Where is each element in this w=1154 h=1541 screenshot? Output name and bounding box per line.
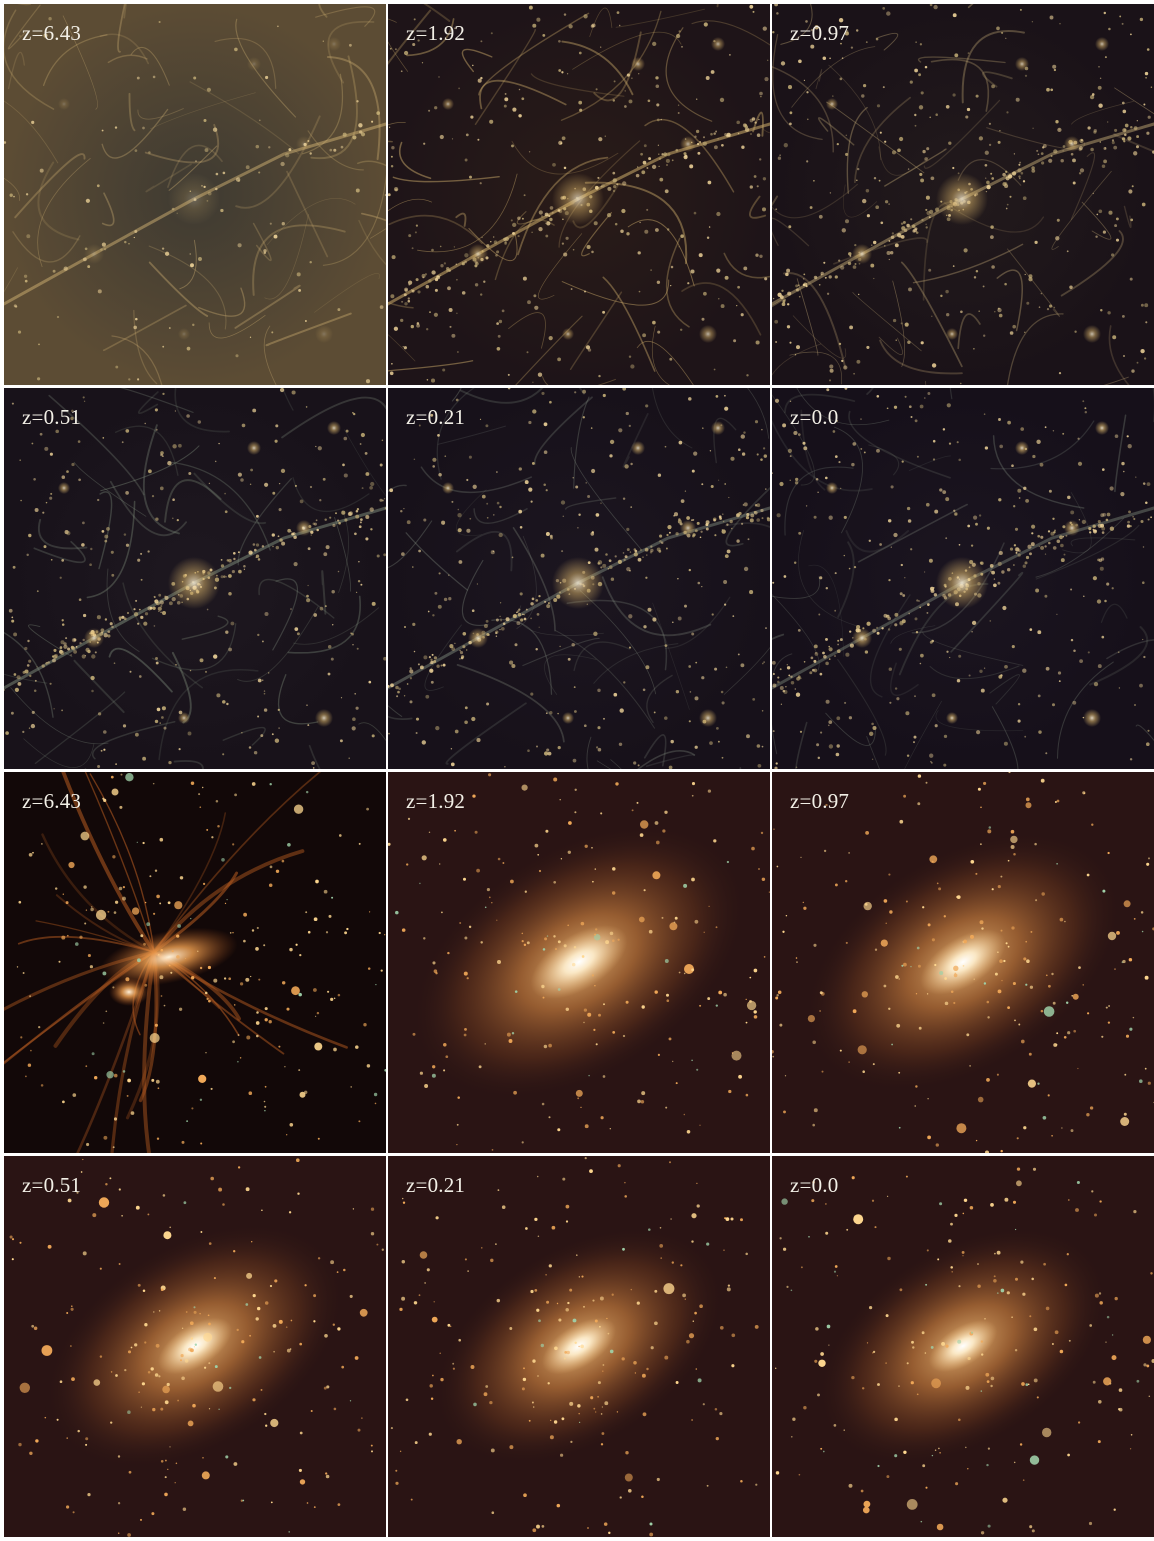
web-image-z6-43 [4,4,386,385]
redshift-label: z=1.92 [406,21,466,45]
web-image-z0-97 [772,4,1154,385]
halo-panel-z0-0: z=0.0 [772,1156,1154,1537]
halo-panel-z0-97: z=0.97 [772,772,1154,1153]
halo-panel-z0-51: z=0.51 [4,1156,386,1537]
cosmic-web-block: z=6.43 z=1.92 z=0.97 z=0.51 z=0.21 z=0.0 [4,4,1154,769]
redshift-label: z=0.0 [790,1173,839,1197]
halo-panel-z6-43: z=6.43 [4,772,386,1153]
halo-panel-z1-92: z=1.92 [388,772,770,1153]
web-image-z0-21 [388,388,770,769]
web-panel-z6-43: z=6.43 [4,4,386,385]
redshift-label: z=0.21 [406,405,466,429]
figure-grid: z=6.43 z=1.92 z=0.97 z=0.51 z=0.21 z=0.0… [4,4,1154,1537]
web-panel-z0-51: z=0.51 [4,388,386,769]
redshift-label: z=0.97 [790,21,850,45]
halo-zoom-block: z=6.43 z=1.92 z=0.97 z=0.51 z=0.21 z=0.0 [4,772,1154,1537]
redshift-label: z=0.21 [406,1173,466,1197]
redshift-label: z=0.51 [22,405,82,429]
halo-image-z0-97 [772,772,1154,1153]
redshift-label: z=1.92 [406,789,466,813]
halo-image-z6-43 [4,772,386,1153]
web-panel-z1-92: z=1.92 [388,4,770,385]
redshift-label: z=6.43 [22,21,82,45]
web-panel-z0-21: z=0.21 [388,388,770,769]
halo-image-z1-92 [388,772,770,1153]
redshift-label: z=6.43 [22,789,82,813]
halo-image-z0-21 [388,1156,770,1537]
halo-image-z0-51 [4,1156,386,1537]
web-panel-z0-97: z=0.97 [772,4,1154,385]
halo-image-z0-0 [772,1156,1154,1537]
redshift-label: z=0.51 [22,1173,82,1197]
web-image-z1-92 [388,4,770,385]
redshift-label: z=0.0 [790,405,839,429]
web-panel-z0-0: z=0.0 [772,388,1154,769]
web-image-z0-51 [4,388,386,769]
redshift-label: z=0.97 [790,789,850,813]
web-image-z0-0 [772,388,1154,769]
halo-panel-z0-21: z=0.21 [388,1156,770,1537]
